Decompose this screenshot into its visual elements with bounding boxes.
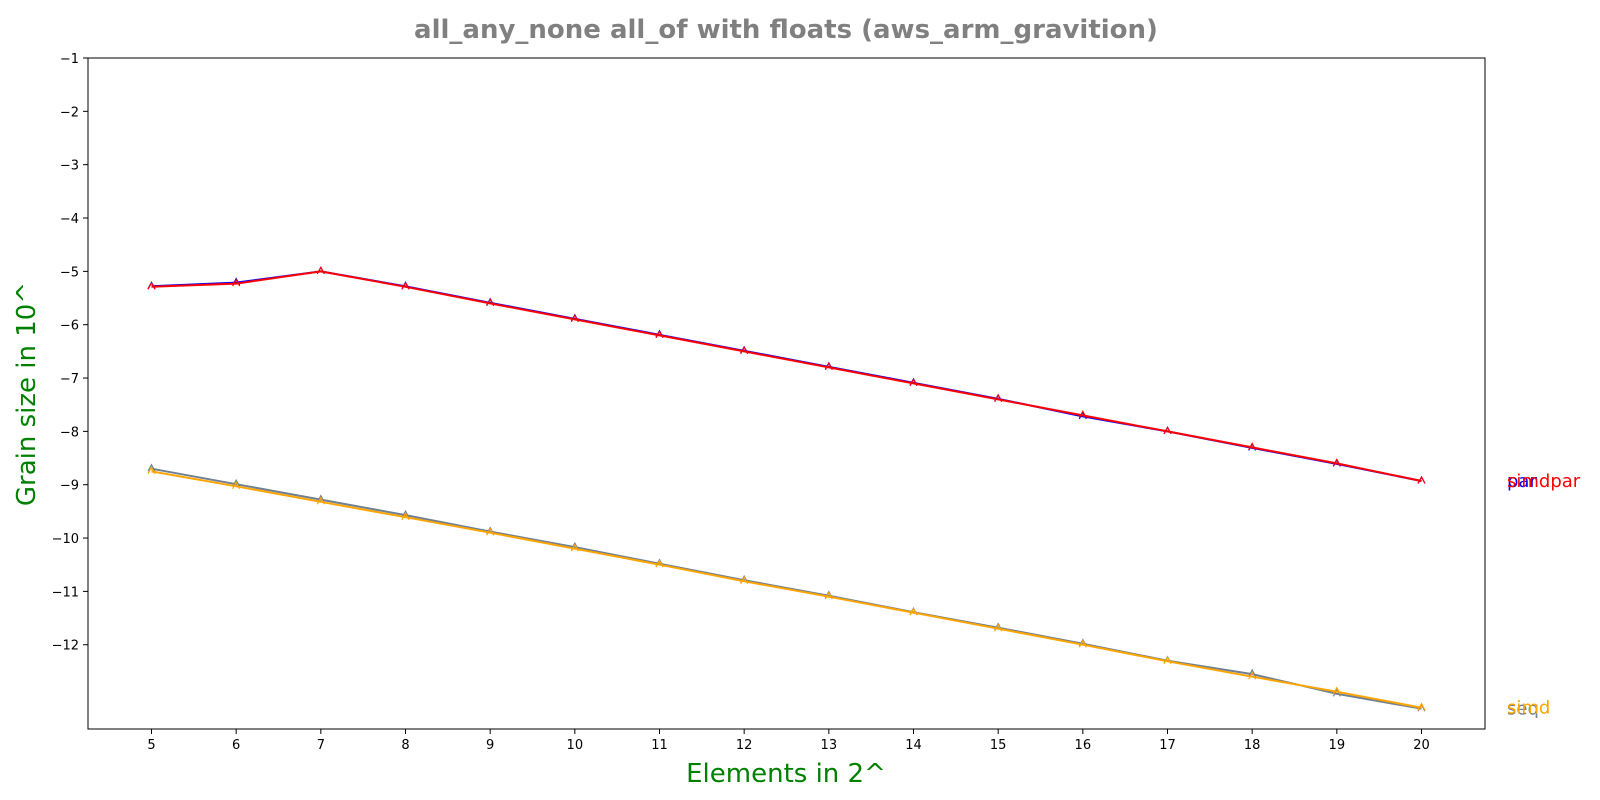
data-point-simdpar <box>824 362 833 371</box>
data-point-simd <box>740 575 749 585</box>
series-label-simdpar: simdpar <box>1507 471 1581 492</box>
data-point-simdpar <box>232 278 241 287</box>
x-tick-label: 12 <box>736 738 753 753</box>
x-tick-label: 6 <box>232 738 240 753</box>
y-tick-label: −7 <box>60 372 79 387</box>
series-label-par: par <box>1507 471 1537 492</box>
y-tick-label: −6 <box>60 319 79 334</box>
data-point-seq <box>401 509 410 518</box>
data-point-simd <box>570 543 579 552</box>
y-tick-label: −11 <box>52 585 79 600</box>
series-layer <box>147 266 1426 712</box>
data-point-simd <box>232 481 241 490</box>
data-point-simd <box>401 511 410 521</box>
data-point-seq <box>1332 688 1341 697</box>
data-point-simd <box>1163 655 1172 665</box>
series-label-seq: seq <box>1507 699 1539 720</box>
x-axis: 5 6 7 8 9 10 11 12 13 14 15 16 17 18 19 20 <box>147 729 1430 753</box>
data-point-seq <box>316 494 325 503</box>
data-point-simdpar <box>316 266 325 275</box>
data-point-simd <box>486 527 495 536</box>
y-tick-label: −3 <box>60 159 79 174</box>
plot-area-frame <box>87 57 1486 730</box>
x-tick-label: 8 <box>401 738 409 753</box>
data-point-simdpar <box>1332 458 1341 467</box>
y-tick-label: −9 <box>60 479 79 494</box>
y-tick-label: −5 <box>60 265 79 280</box>
data-point-simd <box>909 607 918 616</box>
data-point-seq <box>232 478 241 487</box>
data-point-simdpar <box>570 314 579 323</box>
x-tick-label: 11 <box>651 738 668 753</box>
data-point-simd <box>1417 702 1426 711</box>
series-line-simd <box>151 470 1422 709</box>
series-label-simd: simd <box>1507 698 1550 719</box>
data-point-simd <box>147 466 156 475</box>
data-point-simd <box>1248 671 1257 680</box>
data-point-simdpar <box>655 330 664 339</box>
x-tick-label: 13 <box>821 738 838 753</box>
data-point-seq <box>1248 668 1257 677</box>
data-point-simdpar <box>401 281 410 290</box>
series-line-seq <box>151 467 1422 710</box>
data-point-simdpar <box>1417 475 1426 484</box>
x-tick-label: 14 <box>905 738 922 753</box>
y-tick-label: −12 <box>52 639 79 654</box>
y-tick-label: −1 <box>60 52 79 67</box>
series-line-simdpar <box>151 270 1422 482</box>
data-point-simdpar <box>1078 410 1087 419</box>
data-point-simd <box>824 591 833 600</box>
data-point-simd <box>316 496 325 505</box>
x-axis-label: Elements in 2^ <box>686 759 886 789</box>
x-tick-label: 5 <box>147 738 155 753</box>
y-tick-label: −10 <box>52 532 79 547</box>
data-point-simdpar <box>909 378 918 387</box>
x-tick-label: 7 <box>317 738 325 753</box>
x-tick-label: 10 <box>567 738 584 753</box>
y-axis-label: Grain size in 10^ <box>12 282 42 506</box>
y-tick-label: −2 <box>60 105 79 120</box>
data-point-simd <box>1078 639 1087 648</box>
series-line-par <box>151 270 1422 482</box>
x-tick-label: 9 <box>486 738 494 753</box>
x-tick-label: 18 <box>1244 738 1261 753</box>
data-point-simd <box>1332 686 1341 695</box>
data-point-simdpar <box>1248 442 1257 451</box>
data-point-simd <box>994 623 1003 632</box>
x-tick-label: 20 <box>1413 738 1430 753</box>
x-tick-label: 19 <box>1329 738 1346 753</box>
data-point-simdpar <box>740 346 749 355</box>
data-point-simdpar <box>147 281 156 290</box>
chart-title: all_any_none all_of with floats (aws_arm… <box>414 15 1158 45</box>
x-tick-label: 17 <box>1159 738 1176 753</box>
y-tick-label: −4 <box>60 212 79 227</box>
x-tick-label: 16 <box>1075 738 1092 753</box>
y-axis: −1 −2 −3 −4 −5 −6 −7 −8 −9 −10 −11 −12 <box>52 52 88 654</box>
data-point-simdpar <box>1163 426 1172 435</box>
data-point-simd <box>655 559 664 568</box>
data-point-simdpar <box>486 298 495 307</box>
data-point-seq <box>147 463 156 472</box>
data-point-simdpar <box>994 394 1003 403</box>
x-tick-label: 15 <box>990 738 1007 753</box>
y-tick-label: −8 <box>60 425 79 440</box>
